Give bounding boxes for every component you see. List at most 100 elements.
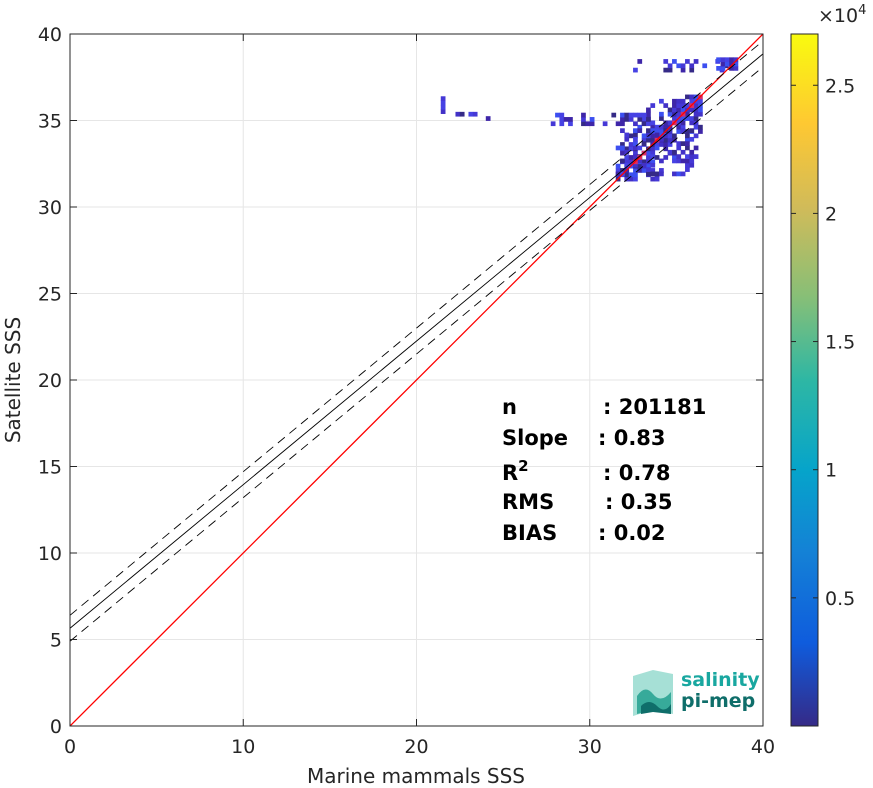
density-cell [650,159,656,165]
density-cell [689,107,695,113]
density-cell [680,158,686,164]
density-cell [620,142,625,147]
logo-line1: salinity [681,669,760,691]
density-cell [689,128,695,134]
density-cell [733,66,739,71]
density-cell [650,154,656,159]
density-cell [568,117,573,122]
density-cell [698,107,703,113]
density-cell [685,158,690,164]
density-cell [685,137,690,143]
x-tick-label: 20 [404,736,428,758]
density-cell [729,57,734,63]
y-tick-label: 35 [38,111,62,133]
density-cell [676,145,682,151]
density-cell [663,103,669,108]
density-cell [685,59,690,64]
density-cell [628,176,634,182]
density-cell [650,137,656,143]
density-cell [585,121,591,127]
density-cell [646,171,651,177]
density-cell [633,121,638,127]
density-cell [672,103,677,108]
density-cell [641,141,647,146]
density-cell [646,128,651,134]
x-tick-label: 0 [64,736,76,758]
density-cell [620,112,625,118]
density-cell [685,141,690,146]
colorbar-tick-label: 1.5 [825,332,855,354]
density-cell [615,163,621,169]
density-cell [637,59,643,64]
colorbar-gradient [791,34,818,726]
density-cell [676,111,682,117]
density-cell [550,121,556,127]
line-regression-lower [70,66,763,642]
density-cell [646,167,651,172]
x-tick-label: 40 [751,736,775,758]
density-cell [729,61,734,67]
density-cell [646,155,651,160]
density-cell [680,98,686,104]
density-cell [568,121,573,127]
density-cell [698,111,703,117]
density-cell [689,116,695,121]
colorbar-tick-label: 2.5 [825,75,855,97]
density-cell [650,103,656,108]
density-cell [650,146,656,152]
density-cell [663,120,669,126]
density-cell [672,158,677,164]
density-cell [555,112,560,118]
salinity-pi-mep-logo: salinity pi-mep [633,669,760,716]
density-cell [633,128,638,134]
y-tick-label: 5 [50,630,62,652]
density-cell [633,162,638,168]
density-cell [689,67,695,73]
density-cell [620,145,625,151]
density-cell [672,149,677,155]
density-cell [659,158,664,164]
density-cell [633,145,638,151]
density-cell [650,150,656,156]
plot-area: 0 10 20 30 40 0 5 10 15 20 25 30 35 40 [38,24,775,758]
density-cell [581,112,586,118]
colorbar-tick-label: 0.5 [825,588,855,610]
density-cell [646,150,651,156]
density-cell [676,107,682,113]
density-cell [624,132,630,138]
y-tick-label: 15 [38,457,62,479]
density-cell [667,142,673,147]
density-cell [716,66,721,71]
density-cell [698,129,703,134]
density-cell [628,133,634,139]
y-axis-ticks: 0 5 10 15 20 25 30 35 40 [38,24,763,738]
density-cell [472,111,478,117]
density-cell [685,111,690,117]
density-cell [646,163,651,169]
density-cell [680,107,686,113]
density-cell [663,124,669,130]
density-cell [733,57,739,63]
density-cell [659,116,664,121]
density-cell [637,124,643,130]
density-cell [628,112,634,118]
density-cell [620,158,625,164]
density-cell [624,146,630,152]
density-cell [676,120,682,126]
density-cell [685,167,690,172]
stats-value: : 0.83 [598,426,666,450]
density-cell [676,141,682,146]
density-cell [680,67,686,73]
density-cell [702,63,708,69]
density-cell [646,137,651,143]
colorbar-ticks: 0.5 1 1.5 2 2.5 [791,75,855,610]
density-cell [667,133,673,139]
density-cell [659,171,664,177]
density-cell [685,103,690,108]
density-cell [680,63,686,69]
density-cell [628,117,634,122]
density-cell [667,107,673,113]
density-cell [676,158,682,164]
density-cell [641,116,647,121]
density-cell [680,116,686,121]
